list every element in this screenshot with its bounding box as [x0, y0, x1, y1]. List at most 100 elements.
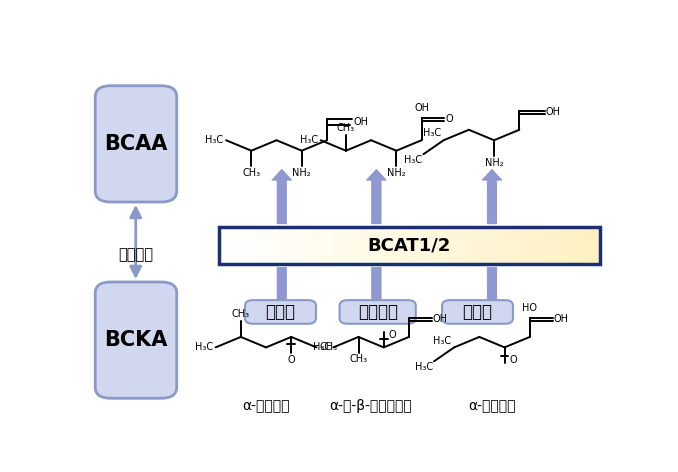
Bar — [219, 228, 224, 264]
Text: H₃C: H₃C — [423, 128, 441, 138]
Bar — [314, 228, 319, 264]
Bar — [323, 228, 328, 264]
Bar — [319, 228, 323, 264]
Bar — [243, 228, 247, 264]
Text: BCKA: BCKA — [104, 330, 167, 350]
Polygon shape — [366, 268, 386, 318]
Bar — [500, 228, 504, 264]
Bar — [257, 228, 262, 264]
Bar — [438, 228, 443, 264]
Text: H₃C: H₃C — [313, 342, 331, 353]
Text: H₃C: H₃C — [205, 135, 224, 145]
Bar — [528, 228, 533, 264]
Bar — [443, 228, 447, 264]
FancyBboxPatch shape — [442, 300, 513, 324]
Text: 亮氨酸: 亮氨酸 — [266, 303, 296, 321]
Polygon shape — [366, 169, 386, 224]
Bar — [266, 228, 271, 264]
Bar — [561, 228, 566, 264]
Bar — [276, 228, 281, 264]
Bar — [233, 228, 238, 264]
Text: H₃C: H₃C — [195, 342, 213, 353]
Text: CH₃: CH₃ — [232, 310, 250, 320]
Bar — [538, 228, 542, 264]
Bar — [447, 228, 452, 264]
Text: NH₂: NH₂ — [387, 168, 405, 178]
Bar — [595, 228, 600, 264]
Bar — [509, 228, 514, 264]
Text: BCAA: BCAA — [104, 134, 167, 154]
FancyBboxPatch shape — [340, 300, 416, 324]
Text: 转氨作用: 转氨作用 — [118, 247, 153, 262]
Bar — [295, 228, 300, 264]
Bar — [566, 228, 571, 264]
Text: 缬氨酸: 缬氨酸 — [462, 303, 492, 321]
Polygon shape — [272, 268, 292, 318]
Bar — [466, 228, 471, 264]
Bar — [547, 228, 552, 264]
Bar — [485, 228, 490, 264]
Bar — [224, 228, 228, 264]
Text: OH: OH — [353, 117, 368, 127]
Bar — [371, 228, 376, 264]
Text: HO: HO — [522, 303, 537, 313]
Bar — [385, 228, 390, 264]
Bar — [457, 228, 462, 264]
Bar — [495, 228, 500, 264]
Bar — [580, 228, 585, 264]
Text: α-酮异己酸: α-酮异己酸 — [242, 399, 290, 413]
Text: CH₃: CH₃ — [337, 123, 355, 133]
FancyBboxPatch shape — [95, 282, 177, 398]
Bar — [400, 228, 405, 264]
Bar — [410, 228, 414, 264]
Bar — [542, 228, 547, 264]
Bar — [552, 228, 557, 264]
Text: BCAT1/2: BCAT1/2 — [367, 236, 451, 254]
Text: O: O — [287, 355, 295, 365]
Polygon shape — [482, 169, 502, 224]
Bar — [504, 228, 509, 264]
Bar — [328, 228, 333, 264]
Bar — [514, 228, 519, 264]
Bar — [523, 228, 528, 264]
Bar — [366, 228, 371, 264]
Text: NH₂: NH₂ — [292, 168, 311, 178]
Bar — [281, 228, 285, 264]
Polygon shape — [272, 169, 292, 224]
Text: CH₃: CH₃ — [319, 342, 337, 353]
Bar — [590, 228, 595, 264]
Text: NH₂: NH₂ — [485, 158, 503, 168]
Bar — [380, 228, 385, 264]
Bar — [333, 228, 338, 264]
Text: H₃C: H₃C — [404, 155, 422, 165]
Bar — [304, 228, 309, 264]
Bar — [376, 228, 380, 264]
Bar — [428, 228, 433, 264]
Bar — [481, 228, 485, 264]
Bar — [271, 228, 276, 264]
Text: H₃C: H₃C — [414, 362, 433, 372]
Bar — [490, 228, 495, 264]
FancyBboxPatch shape — [245, 300, 316, 324]
Bar — [533, 228, 538, 264]
Bar — [285, 228, 290, 264]
Text: CH₃: CH₃ — [349, 354, 367, 364]
Bar — [247, 228, 252, 264]
Bar — [462, 228, 466, 264]
Bar — [252, 228, 257, 264]
Bar — [342, 228, 347, 264]
Text: 异亮氨酸: 异亮氨酸 — [358, 303, 398, 321]
Bar — [405, 228, 410, 264]
Bar — [585, 228, 590, 264]
Bar — [424, 228, 428, 264]
Bar — [419, 228, 424, 264]
Bar — [452, 228, 457, 264]
Bar — [390, 228, 395, 264]
Bar — [414, 228, 419, 264]
Bar — [433, 228, 438, 264]
Text: α-酮-β-甲基正戊酸: α-酮-β-甲基正戊酸 — [330, 399, 412, 413]
Text: α-酮异戊酸: α-酮异戊酸 — [468, 399, 516, 413]
FancyBboxPatch shape — [95, 86, 177, 202]
Text: OH: OH — [546, 107, 561, 118]
Bar — [357, 228, 361, 264]
